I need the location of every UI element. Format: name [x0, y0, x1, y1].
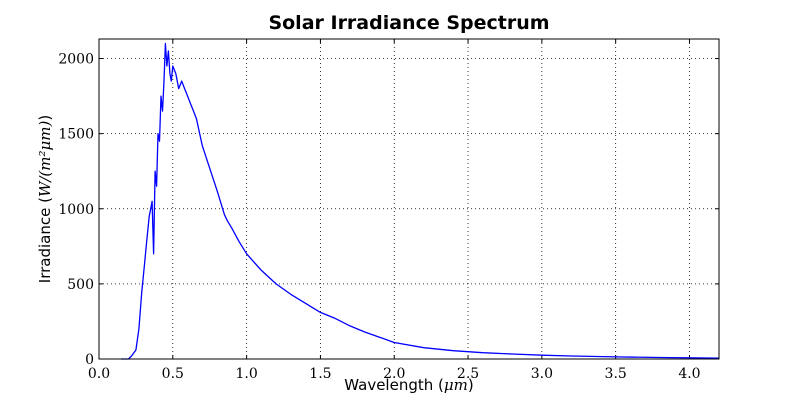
- y-tick-label: 1500: [58, 127, 94, 143]
- y-axis-label-suffix: ): [36, 114, 54, 121]
- y-axis-label-prefix: Irradiance (: [36, 197, 54, 284]
- x-tick-label: 3.0: [531, 366, 553, 382]
- y-tick-label: 2000: [58, 52, 94, 68]
- y-tick-label: 500: [67, 277, 94, 293]
- x-tick-label: 0.0: [88, 366, 110, 382]
- x-axis-label-suffix: ): [467, 376, 474, 394]
- x-tick-label: 0.5: [162, 366, 184, 382]
- y-tick-label: 1000: [58, 202, 94, 218]
- y-axis-label-unit: W/(m²μm): [36, 120, 54, 198]
- x-tick-label: 2.5: [457, 366, 479, 382]
- axes-frame: [98, 38, 720, 360]
- x-tick-label: 2.0: [383, 366, 405, 382]
- y-tick-label: 0: [85, 352, 94, 368]
- x-tick-label: 1.0: [235, 366, 257, 382]
- x-axis-label: Wavelength (μm): [99, 376, 719, 394]
- x-axis-label-unit: μm: [443, 376, 468, 394]
- series-line: [121, 42, 720, 360]
- x-tick-label: 4.0: [678, 366, 700, 382]
- x-axis-label-prefix: Wavelength (: [344, 376, 444, 394]
- x-tick-label: 3.5: [605, 366, 627, 382]
- y-axis-label: Irradiance (W/(m²μm)): [36, 115, 54, 283]
- chart-title: Solar Irradiance Spectrum: [268, 12, 550, 34]
- x-tick-label: 1.5: [309, 366, 331, 382]
